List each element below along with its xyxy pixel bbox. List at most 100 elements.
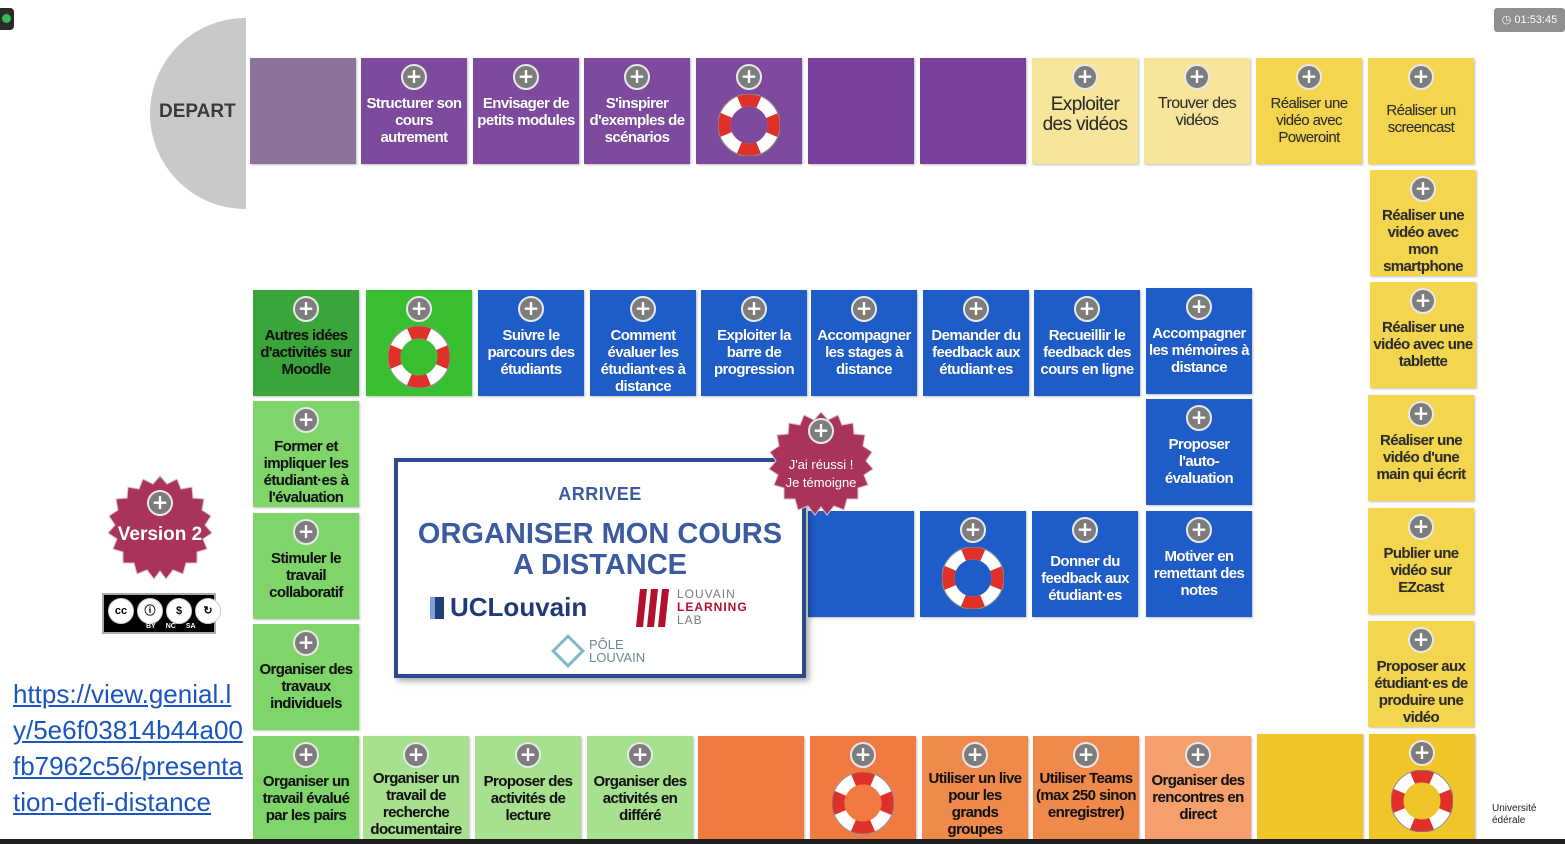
plus-icon[interactable]: + (1186, 294, 1212, 320)
board-tile-blank (808, 511, 914, 617)
plus-icon[interactable]: + (406, 296, 432, 322)
plus-icon[interactable]: + (627, 742, 653, 768)
plus-icon[interactable]: + (1184, 64, 1210, 90)
plus-icon[interactable]: + (293, 407, 319, 433)
plus-icon[interactable]: + (963, 296, 989, 322)
plus-icon[interactable]: + (515, 742, 541, 768)
plus-icon[interactable]: + (624, 64, 650, 90)
tile-teams[interactable]: + Utiliser Teams (max 250 sinon enregist… (1033, 736, 1139, 842)
plus-icon[interactable]: + (513, 64, 539, 90)
plus-icon[interactable]: + (851, 296, 877, 322)
plus-icon[interactable]: + (293, 630, 319, 656)
tile-structurer[interactable]: + Structurer son cours autrement (361, 58, 467, 164)
tile-live[interactable]: + Utiliser un live pour les grands group… (922, 736, 1028, 842)
plus-icon[interactable]: + (1296, 64, 1322, 90)
plus-icon[interactable]: + (850, 742, 876, 768)
tile-label: Réaliser une vidéo avec une tablette (1373, 319, 1473, 370)
tile-envisager[interactable]: + Envisager de petits modules (473, 58, 579, 164)
tile-evaluer[interactable]: + Comment évaluer les étudiant·es à dist… (590, 290, 696, 396)
version-badge[interactable]: + Version 2 (104, 474, 216, 586)
tile-label: Donner du feedback aux étudiant·es (1041, 553, 1129, 604)
tile-individuels[interactable]: + Organiser des travaux individuels (253, 624, 359, 730)
plus-icon[interactable]: + (736, 64, 762, 90)
tile-inspirer[interactable]: + S'inspirer d'exemples de scénarios (584, 58, 690, 164)
plus-icon[interactable]: + (1185, 742, 1211, 768)
tile-feedback-cours[interactable]: + Recueillir le feedback des cours en li… (1034, 290, 1140, 396)
arrivee-title: ORGANISER MON COURS A DISTANCE (398, 519, 802, 581)
plus-icon[interactable]: + (1186, 517, 1212, 543)
sa-icon: ↻ (195, 598, 221, 624)
tile-differe[interactable]: + Organiser des activités en différé (587, 736, 693, 842)
plus-icon[interactable]: + (403, 742, 429, 768)
tile-lifebuoy-orange[interactable]: + (810, 736, 916, 842)
tile-produire-video[interactable]: + Proposer aux étudiant·es de produire u… (1368, 621, 1474, 727)
plus-icon[interactable]: + (293, 742, 319, 768)
plus-icon[interactable]: + (293, 296, 319, 322)
tile-video-powerpoint[interactable]: + Réaliser une vidéo avec Poweroint (1256, 58, 1362, 164)
tile-suivre-parcours[interactable]: + Suivre le parcours des étudiants (478, 290, 584, 396)
plus-icon[interactable]: + (1408, 514, 1434, 540)
tile-stages[interactable]: + Accompagner les stages à distance (811, 290, 917, 396)
tile-former-impliquer[interactable]: + Former et impliquer les étudiant·es à … (253, 401, 359, 507)
tile-exploiter-videos[interactable]: + Exploiter des vidéos (1032, 58, 1138, 164)
tile-feedback-etudiants[interactable]: + Demander du feedback aux étudiant·es (923, 290, 1029, 396)
tile-main-ecrit[interactable]: + Réaliser une vidéo d'une main qui écri… (1368, 395, 1474, 501)
plus-icon[interactable]: + (741, 296, 767, 322)
plus-icon[interactable]: + (1408, 401, 1434, 427)
tile-label: Organiser un travail évalué par les pair… (262, 773, 350, 824)
plus-icon[interactable]: + (808, 418, 834, 444)
tile-tablette[interactable]: + Réaliser une vidéo avec une tablette (1370, 282, 1476, 388)
tile-lifebuoy-green[interactable]: + (366, 290, 472, 396)
tile-lifebuoy-blue[interactable]: + (920, 511, 1026, 617)
board-tile-blank (1257, 734, 1363, 842)
plus-icon[interactable]: + (518, 296, 544, 322)
plus-icon[interactable]: + (1410, 176, 1436, 202)
tile-label: Demander du feedback aux étudiant·es (931, 327, 1021, 378)
tile-label: Proposer des activités de lecture (483, 773, 573, 824)
plus-icon[interactable]: + (962, 742, 988, 768)
tile-memoires[interactable]: + Accompagner les mémoires à distance (1146, 288, 1252, 394)
plus-icon[interactable]: + (293, 519, 319, 545)
tile-label: Recueillir le feedback des cours en lign… (1040, 327, 1134, 378)
tile-label: Motiver en remettant des notes (1153, 548, 1245, 599)
tile-smartphone[interactable]: + Réaliser une vidéo avec mon smartphone (1370, 170, 1476, 276)
tile-lecture[interactable]: + Proposer des activités de lecture (475, 736, 581, 842)
plus-icon[interactable]: + (1072, 517, 1098, 543)
plus-icon[interactable]: + (1072, 64, 1098, 90)
plus-icon[interactable]: + (147, 490, 173, 516)
tile-ezcast[interactable]: + Publier une vidéo sur EZcast (1368, 508, 1474, 614)
tile-screencast[interactable]: + Réaliser un screencast (1368, 58, 1474, 164)
plus-icon[interactable]: + (1186, 405, 1212, 431)
tile-collaboratif[interactable]: + Stimuler le travail collaboratif (253, 513, 359, 619)
tile-lifebuoy-yellow[interactable]: + (1369, 734, 1475, 842)
univ-text: Université (1492, 803, 1537, 814)
plus-icon[interactable]: + (1408, 64, 1434, 90)
tile-donner-feedback[interactable]: + Donner du feedback aux étudiant·es (1032, 511, 1138, 617)
genially-link[interactable]: https://view.genial.ly/5e6f03814b44a00fb… (13, 679, 243, 817)
tile-label: Former et impliquer les étudiant·es à l'… (263, 438, 349, 506)
tile-evalue-pairs[interactable]: + Organiser un travail évalué par les pa… (253, 736, 359, 842)
tile-lifebuoy-purple[interactable]: + (696, 58, 802, 164)
tile-auto-evaluation[interactable]: + Proposer l'auto-évaluation (1146, 399, 1252, 505)
plus-icon[interactable]: + (1410, 288, 1436, 314)
lifebuoy-icon (718, 94, 780, 156)
plus-icon[interactable]: + (1073, 742, 1099, 768)
plus-icon[interactable]: + (630, 296, 656, 322)
lll-text: LOUVAIN (677, 587, 736, 601)
plus-icon[interactable]: + (401, 64, 427, 90)
tile-label: Utiliser un live pour les grands groupes (928, 770, 1023, 838)
tile-motiver[interactable]: + Motiver en remettant des notes (1146, 511, 1252, 617)
university-logo-text: Université édérale (1492, 803, 1536, 827)
plus-icon[interactable]: + (960, 517, 986, 543)
temoigne-badge[interactable]: + J'ai réussi ! Je témoigne (765, 410, 877, 522)
plus-icon[interactable]: + (1409, 740, 1435, 766)
plus-icon[interactable]: + (1408, 627, 1434, 653)
tile-barre-progression[interactable]: + Exploiter la barre de progression (701, 290, 807, 396)
plus-icon[interactable]: + (1074, 296, 1100, 322)
tile-trouver-videos[interactable]: + Trouver des vidéos (1144, 58, 1250, 164)
tile-recherche-doc[interactable]: + Organiser un travail de recherche docu… (363, 736, 469, 842)
tile-label: Organiser des activités en différé (593, 773, 687, 824)
tile-moodle[interactable]: + Autres idées d'activités sur Moodle (253, 290, 359, 396)
lifebuoy-icon (942, 547, 1004, 609)
tile-rencontres[interactable]: + Organiser des rencontres en direct (1145, 736, 1251, 842)
